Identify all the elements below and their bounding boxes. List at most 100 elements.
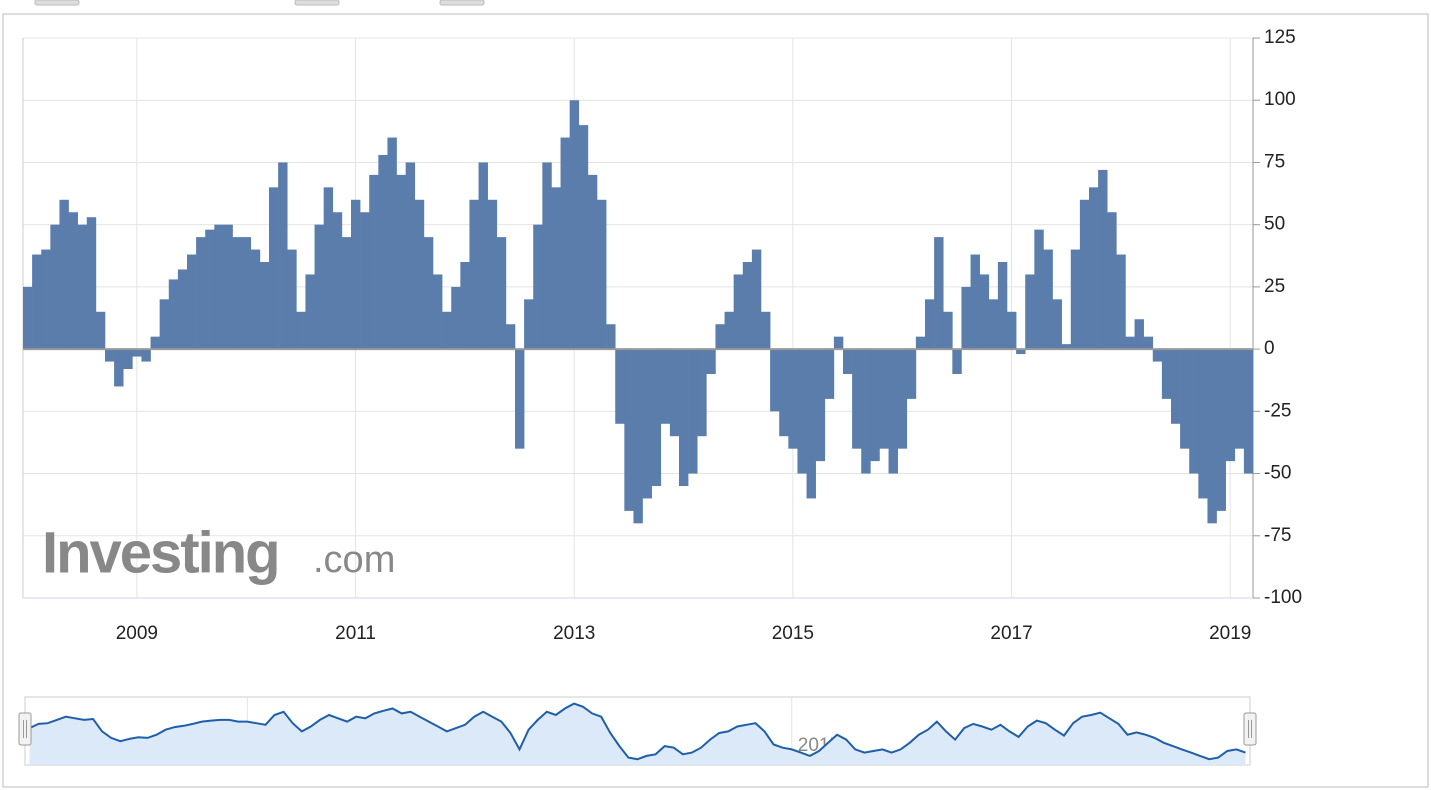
bar <box>952 349 962 374</box>
x-tick-label: 2019 <box>1209 623 1251 644</box>
navigator-handle[interactable] <box>18 712 32 746</box>
y-tick-label: -75 <box>1264 525 1291 546</box>
bar <box>925 299 935 350</box>
y-tick-label: 125 <box>1264 27 1296 48</box>
bar <box>697 349 707 437</box>
navigator-handle[interactable] <box>1243 712 1257 746</box>
bar <box>724 311 734 350</box>
bar <box>1016 349 1026 355</box>
bar <box>341 237 352 350</box>
tab <box>34 0 80 6</box>
bar <box>606 324 616 350</box>
navigator-line <box>29 702 1246 761</box>
bar <box>187 254 197 350</box>
y-tick-label: 100 <box>1264 89 1296 110</box>
bar <box>751 249 762 350</box>
bar <box>934 237 944 350</box>
bar <box>433 274 443 350</box>
bar <box>232 237 242 350</box>
bar <box>1143 336 1154 350</box>
bar <box>387 137 397 350</box>
bar <box>1061 344 1072 350</box>
bar <box>1171 349 1181 424</box>
bar <box>915 336 926 350</box>
watermark-brand: Investing <box>42 520 279 585</box>
bar <box>761 311 771 350</box>
bar <box>1207 349 1217 524</box>
bar <box>542 162 552 350</box>
bar <box>505 324 516 350</box>
bar <box>177 269 188 350</box>
navigator-area <box>29 703 1246 765</box>
bar <box>223 224 233 350</box>
bar <box>660 349 671 424</box>
bar <box>114 349 124 387</box>
bar <box>442 311 452 350</box>
bar <box>815 349 826 462</box>
bar <box>278 162 288 350</box>
bar <box>132 349 142 357</box>
x-tick-label: 2009 <box>116 623 158 644</box>
bar <box>269 187 279 350</box>
bar <box>23 286 33 350</box>
bar <box>41 249 51 350</box>
bar <box>50 224 60 350</box>
bar <box>797 349 807 474</box>
bar <box>405 162 416 350</box>
bar <box>86 217 97 350</box>
y-tick-label: -25 <box>1264 400 1291 421</box>
bar <box>551 187 561 350</box>
bar <box>323 187 334 350</box>
bar <box>833 336 844 350</box>
plot: 125 100 75 50 25 0 -25 -50 -75 -100 2009 2011 2013 20… <box>22 27 1302 644</box>
bar <box>1052 299 1062 350</box>
bar <box>196 237 206 350</box>
bar <box>332 212 343 350</box>
bar <box>95 311 106 350</box>
bar <box>1089 187 1099 350</box>
bar <box>1152 349 1163 362</box>
bar <box>515 349 525 449</box>
bar <box>168 279 179 350</box>
bar <box>779 349 789 437</box>
y-tick-label: 25 <box>1264 276 1285 297</box>
bar <box>906 349 917 399</box>
bar <box>414 199 425 350</box>
bar <box>742 262 753 350</box>
bar <box>1216 349 1226 511</box>
y-tick-label: 75 <box>1264 151 1285 172</box>
bar <box>1243 349 1254 474</box>
bar <box>569 100 580 350</box>
bar <box>123 349 133 370</box>
bar <box>897 349 908 449</box>
bar <box>1180 349 1190 449</box>
bar <box>669 349 680 437</box>
bar <box>943 311 953 350</box>
bar <box>843 349 853 374</box>
bar <box>287 249 297 350</box>
navigator: 20102015 <box>18 696 1257 766</box>
bar <box>77 224 88 350</box>
bar <box>679 349 689 486</box>
bar <box>68 212 78 350</box>
y-tick-label: 0 <box>1264 338 1275 359</box>
bar <box>378 154 388 350</box>
bar <box>688 349 698 474</box>
bar <box>360 212 370 350</box>
bar <box>1116 254 1126 350</box>
bar <box>642 349 652 499</box>
bar <box>587 174 598 350</box>
bar <box>879 349 889 449</box>
bar <box>1034 229 1044 350</box>
bar <box>651 349 662 486</box>
bar <box>1107 212 1117 350</box>
bar <box>1198 349 1208 499</box>
bar <box>150 336 160 350</box>
bar <box>451 286 461 350</box>
bar <box>396 174 406 350</box>
bar <box>706 349 716 374</box>
bar <box>861 349 871 474</box>
bar <box>460 262 470 350</box>
bar <box>961 286 971 350</box>
bar <box>214 224 224 350</box>
